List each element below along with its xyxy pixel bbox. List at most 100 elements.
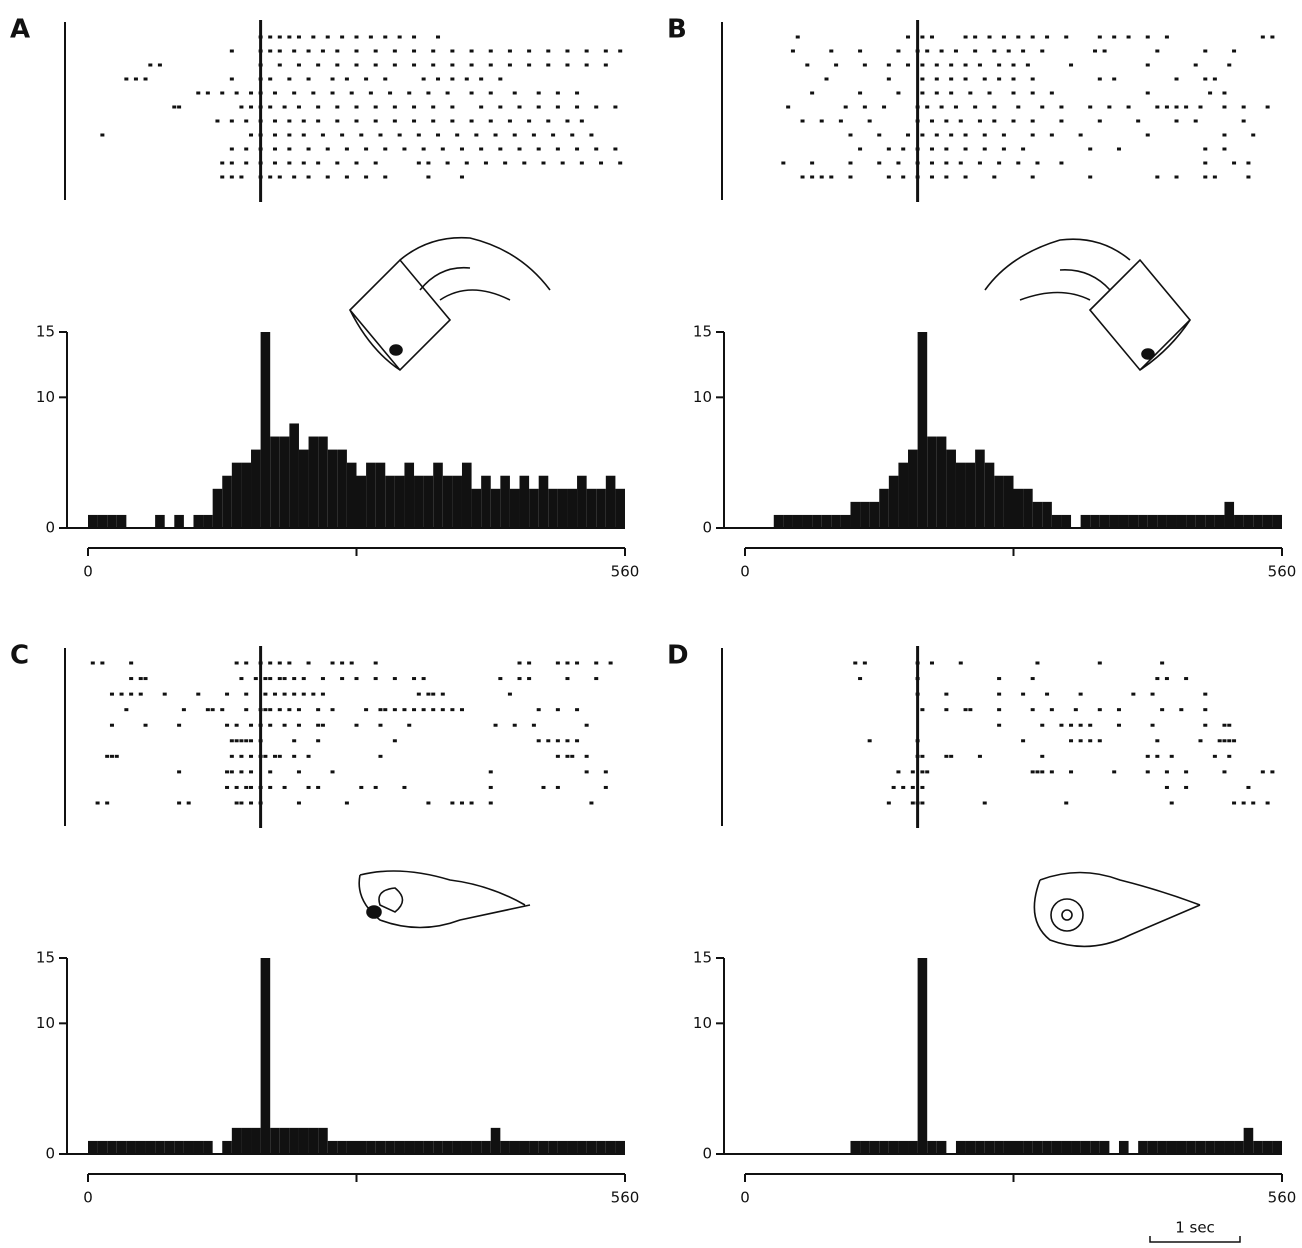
y-tick-label: 10 (693, 1014, 712, 1032)
spike (205, 708, 210, 712)
spike (268, 785, 273, 789)
spike (436, 77, 441, 81)
spike (973, 49, 978, 53)
spike (263, 677, 268, 681)
spike (1030, 119, 1035, 123)
spike (488, 49, 493, 53)
spike (239, 739, 244, 743)
hand-drawing-c (358, 870, 531, 929)
spike (1155, 49, 1160, 53)
spike (340, 677, 345, 681)
spike (249, 723, 254, 727)
spike (296, 105, 301, 109)
spike (1212, 175, 1217, 179)
spike (239, 105, 244, 109)
histogram-bar (1042, 1140, 1052, 1154)
spike (1227, 723, 1232, 727)
spike (258, 91, 263, 95)
histogram-bar (557, 1140, 568, 1154)
spike (1212, 754, 1217, 758)
spike (292, 49, 297, 53)
spike (1035, 161, 1040, 165)
spike (829, 49, 834, 53)
spike (229, 175, 234, 179)
histogram-bar (442, 475, 453, 528)
y-tick-label: 15 (36, 949, 55, 967)
spike (512, 723, 517, 727)
spike (133, 77, 138, 81)
spike (915, 754, 920, 758)
spike (412, 105, 417, 109)
histogram-bar (529, 1140, 539, 1154)
spike (292, 175, 297, 179)
histogram-bar (135, 1140, 146, 1154)
spike (929, 661, 934, 665)
spike (349, 91, 354, 95)
histogram-bar (783, 514, 793, 528)
histogram-bar (1090, 1140, 1100, 1154)
spike (440, 147, 445, 151)
y-tick-label: 0 (45, 519, 55, 537)
x-tick-label: 560 (1268, 1189, 1297, 1207)
spike (316, 723, 321, 727)
spike (1078, 133, 1083, 137)
panel-label: A (10, 15, 30, 45)
spike (1097, 661, 1102, 665)
spike (479, 105, 484, 109)
spike (1145, 754, 1150, 758)
spike (579, 119, 584, 123)
spike (373, 661, 378, 665)
x-tick-label: 0 (83, 563, 93, 581)
spike (450, 801, 455, 805)
spike (613, 147, 618, 151)
spike (949, 77, 954, 81)
histogram-bar (1186, 1140, 1196, 1154)
histogram-bar (538, 475, 549, 528)
histogram-bar (471, 488, 482, 528)
histogram-bar (212, 488, 223, 528)
spike (853, 661, 858, 665)
spike (431, 105, 436, 109)
spike (306, 175, 311, 179)
spike (272, 133, 277, 137)
spike (474, 133, 479, 137)
spike (186, 801, 191, 805)
spike (359, 133, 364, 137)
spike (1040, 723, 1045, 727)
histogram-bar (183, 1140, 194, 1154)
spike (522, 161, 527, 165)
spike (1059, 161, 1064, 165)
histogram-bar (1214, 514, 1225, 528)
spike (277, 63, 282, 67)
spike (575, 739, 580, 743)
spike (344, 77, 349, 81)
histogram-bar (955, 1140, 966, 1154)
spike (354, 677, 359, 681)
spike (157, 63, 162, 67)
spike (445, 161, 450, 165)
spike (287, 147, 292, 151)
spike (575, 105, 580, 109)
spike (296, 708, 301, 712)
spike (1097, 739, 1102, 743)
histogram-bar (577, 475, 587, 528)
spike (244, 161, 249, 165)
spike (1232, 801, 1237, 805)
spike (277, 49, 282, 53)
spike (1232, 161, 1237, 165)
spike (354, 723, 359, 727)
y-tick-label: 10 (693, 388, 712, 406)
histogram-bar (461, 1140, 472, 1154)
histogram-bar (548, 1140, 558, 1154)
spike (320, 723, 325, 727)
spike (584, 723, 589, 727)
spike (114, 754, 119, 758)
histogram-bar (975, 1140, 985, 1154)
spike (579, 161, 584, 165)
spike (177, 770, 182, 774)
spike (1030, 77, 1035, 81)
spike (373, 161, 378, 165)
spike (886, 63, 891, 67)
spike (488, 770, 493, 774)
spike (1035, 661, 1040, 665)
